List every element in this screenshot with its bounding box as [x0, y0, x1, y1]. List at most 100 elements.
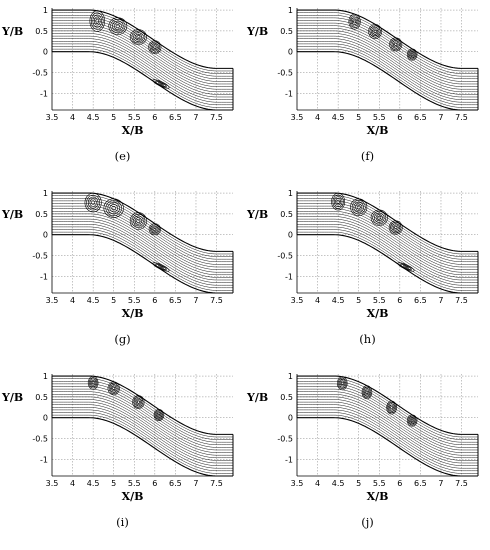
streamline [52, 229, 233, 289]
recirculation-eddy [112, 20, 124, 32]
streamline [297, 409, 478, 469]
y-tick-label: 0.5 [35, 27, 48, 36]
recirculation-eddy [391, 40, 400, 49]
recirculation-eddy [390, 38, 401, 50]
lower-wall-eddy [158, 265, 164, 269]
panel-caption-g: (g) [114, 332, 131, 346]
x-axis-label: X/B [122, 490, 144, 503]
y-tick-label: -0.5 [32, 252, 48, 261]
x-tick-label: 5 [111, 296, 116, 305]
streamline [52, 38, 233, 98]
streamline [52, 211, 233, 270]
recirculation-eddy [388, 403, 395, 412]
streamline [52, 25, 233, 85]
recirculation-eddy [390, 405, 393, 410]
x-tick-label: 4 [315, 479, 320, 488]
plot-area: 3.5 4 4.5 5 5.5 6 6.5 7 7.5 1 0.5 0 -0.5 -1 X/B Y/B [1, 372, 234, 503]
recirculation-eddy [390, 221, 402, 234]
x-axis-label: X/B [367, 490, 389, 503]
y-axis-label: Y/B [246, 208, 268, 221]
y-axis-label: Y/B [246, 25, 268, 38]
x-tick-label: 7.5 [210, 113, 223, 122]
recirculation-eddy [84, 192, 102, 213]
recirculation-eddy [372, 28, 379, 35]
x-tick-label: 3.5 [46, 296, 59, 305]
y-tick-label: 1 [43, 189, 48, 198]
y-tick-label: -0.5 [32, 69, 48, 78]
x-tick-label: 7 [438, 479, 443, 488]
panel-f: 3.5 4 4.5 5 5.5 6 6.5 7 7.5 1 0.5 0 -0.5 -1 X/B Y/B (f) [245, 0, 490, 183]
recirculation-eddy [115, 24, 120, 29]
recirculation-eddy [331, 192, 346, 211]
recirculation-eddy [153, 227, 157, 231]
upper-wall [297, 375, 478, 435]
recirculation-eddy [364, 389, 370, 396]
streamline [297, 216, 478, 276]
x-tick-label: 4.5 [87, 479, 100, 488]
recirculation-eddy [88, 377, 98, 389]
recirculation-eddy [153, 409, 165, 421]
recirculation-eddy [388, 220, 403, 235]
plot-area: 3.5 4 4.5 5 5.5 6 6.5 7 7.5 1 0.5 0 -0.5 -1 X/B Y/B [246, 189, 479, 320]
recirculation-eddy [111, 385, 117, 392]
recirculation-eddy [406, 48, 418, 61]
recirculation-eddy [337, 376, 348, 391]
streamline [52, 388, 233, 448]
streamline [297, 17, 478, 77]
streamline-plot-e: 3.5 4 4.5 5 5.5 6 6.5 7 7.5 1 0.5 0 -0.5 -1 X/B Y/B [1, 6, 234, 137]
y-tick-label: 0.5 [280, 27, 293, 36]
streamline [52, 409, 233, 469]
y-tick-label: -0.5 [277, 435, 293, 444]
recirculation-eddy [136, 400, 140, 404]
streamline [297, 401, 478, 461]
panel-caption-f: (f) [360, 149, 375, 163]
streamline [297, 394, 478, 453]
upper-wall [52, 375, 233, 435]
streamline [52, 412, 233, 472]
y-tick-label: 0 [43, 48, 48, 57]
streamline [297, 38, 478, 98]
streamline [297, 229, 478, 289]
x-tick-label: 6.5 [169, 479, 182, 488]
streamline [52, 28, 233, 87]
y-tick-label: 1 [288, 6, 293, 15]
panel-i: 3.5 4 4.5 5 5.5 6 6.5 7 7.5 1 0.5 0 -0.5 -1 X/B Y/B (i) [0, 366, 245, 549]
recirculation-eddy [351, 18, 358, 25]
panel-caption-e: (e) [114, 149, 131, 163]
panel-caption-h: (h) [359, 332, 376, 346]
recirculation-eddy [111, 205, 116, 211]
streamline-plot-f: 3.5 4 4.5 5 5.5 6 6.5 7 7.5 1 0.5 0 -0.5 -1 X/B Y/B [246, 6, 479, 137]
recirculation-eddy [386, 400, 397, 415]
streamline [297, 231, 478, 291]
recirculation-eddy [373, 29, 377, 34]
streamline [297, 381, 478, 440]
x-tick-label: 4.5 [87, 113, 100, 122]
panel-caption-j: (j) [361, 515, 374, 529]
y-tick-label: 0 [288, 231, 293, 240]
y-tick-label: 0 [288, 48, 293, 57]
recirculation-eddy [136, 218, 141, 223]
streamline [297, 12, 478, 72]
recirculation-eddy [375, 214, 383, 222]
x-tick-label: 7.5 [455, 296, 468, 305]
recirculation-eddy [355, 203, 363, 211]
y-tick-label: 0.5 [35, 393, 48, 402]
recirculation-eddy [349, 15, 360, 28]
x-tick-label: 6 [397, 113, 402, 122]
recirculation-eddy [150, 42, 159, 52]
x-tick-label: 5 [111, 113, 116, 122]
streamline [297, 378, 478, 438]
plot-area: 3.5 4 4.5 5 5.5 6 6.5 7 7.5 1 0.5 0 -0.5 -1 X/B Y/B [1, 6, 234, 137]
recirculation-eddy [410, 53, 414, 56]
x-axis-label: X/B [367, 307, 389, 320]
streamline [52, 195, 233, 255]
plot-area: 3.5 4 4.5 5 5.5 6 6.5 7 7.5 1 0.5 0 -0.5 -1 X/B Y/B [246, 6, 479, 137]
recirculation-eddy [109, 204, 118, 213]
recirculation-eddy [353, 201, 364, 213]
streamline [297, 407, 478, 466]
panel-e: 3.5 4 4.5 5 5.5 6 6.5 7 7.5 1 0.5 0 -0.5 -1 X/B Y/B (e) [0, 0, 245, 183]
recirculation-eddy [133, 396, 144, 408]
streamline-plot-j: 3.5 4 4.5 5 5.5 6 6.5 7 7.5 1 0.5 0 -0.5 -1 X/B Y/B [246, 372, 479, 503]
streamline [52, 208, 233, 268]
streamline [52, 381, 233, 440]
